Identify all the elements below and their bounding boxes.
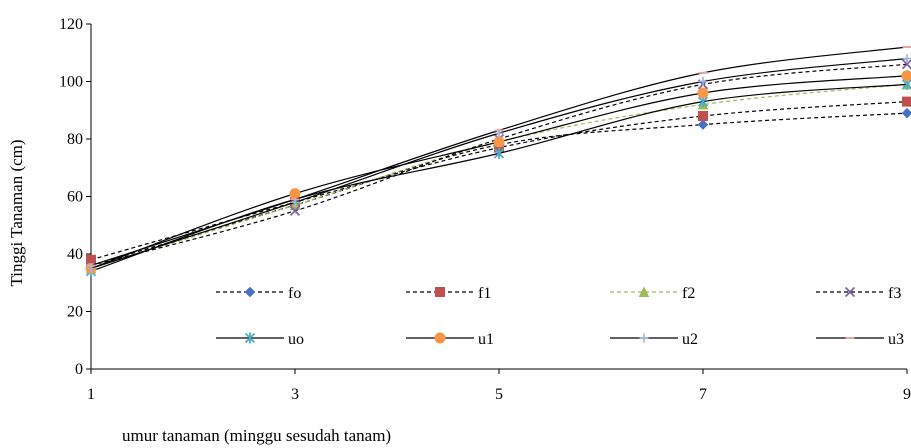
series-f1 (86, 96, 911, 265)
legend-item-f3: f3 (816, 285, 901, 302)
data-point-u2-7 (698, 77, 708, 86)
data-point-f1-7 (698, 111, 708, 121)
legend-label: u2 (682, 331, 698, 348)
y-tick-label: 80 (67, 131, 83, 148)
data-point-u1-5 (493, 136, 505, 148)
series-line-u1 (90, 75, 908, 269)
series-line-f1 (90, 101, 908, 261)
legend-label: uo (288, 331, 304, 348)
legend-label: f1 (478, 285, 491, 302)
x-axis-title: umur tanaman (minggu sesudah tanam) (122, 426, 391, 445)
legend-label: u3 (888, 331, 904, 348)
series-line-fo (90, 112, 908, 267)
data-point-f1-9 (902, 96, 911, 107)
legend-item-u3: u3 (816, 331, 904, 348)
series-line-uo (90, 83, 908, 272)
legend-label: f3 (888, 285, 901, 302)
x-tick-label: 1 (87, 386, 95, 403)
series-line-f3 (90, 63, 908, 267)
y-axis-ticks: 0 20 40 60 80 100 120 (59, 16, 91, 378)
series-group (85, 46, 911, 277)
series-line-f2 (90, 83, 908, 269)
legend-label: f2 (682, 285, 695, 302)
y-tick-label: 60 (67, 189, 83, 206)
legend-item-f2: f2 (610, 285, 695, 302)
y-axis-title: Tinggi Tanaman (cm) (7, 139, 26, 286)
data-point-fo-9 (901, 107, 911, 119)
legend-marker (639, 333, 649, 343)
x-tick-label: 3 (291, 386, 299, 403)
legend-item-f1: f1 (406, 285, 491, 302)
data-point-u2-9 (902, 54, 911, 63)
y-tick-label: 100 (59, 74, 83, 91)
legend-marker (638, 286, 650, 297)
legend: fo f1 f2 f3 uo u1 u2 u3 (216, 285, 904, 348)
x-tick-label: 7 (699, 386, 707, 403)
series-u2 (86, 54, 911, 273)
data-point-u1-3 (289, 188, 301, 200)
y-tick-label: 40 (67, 246, 83, 263)
y-tick-label: 120 (59, 16, 83, 33)
legend-marker (434, 332, 446, 344)
x-tick-label: 5 (495, 386, 503, 403)
legend-label: fo (288, 285, 301, 302)
data-point-u1-7 (697, 87, 709, 99)
legend-label: u1 (478, 331, 494, 348)
legend-marker (244, 286, 256, 298)
series-u1 (85, 70, 911, 274)
legend-marker (844, 286, 856, 298)
series-line-u2 (90, 57, 908, 269)
data-point-fo-7 (697, 119, 709, 130)
series-u3 (86, 46, 911, 267)
y-tick-label: 0 (75, 361, 83, 378)
legend-item-u2: u2 (610, 331, 698, 348)
legend-item-fo: fo (216, 285, 301, 302)
series-f3 (85, 59, 911, 271)
legend-marker (435, 287, 445, 297)
data-point-uo-5 (493, 147, 505, 159)
y-tick-label: 20 (67, 304, 83, 321)
data-point-f3-3 (289, 205, 301, 217)
legend-item-uo: uo (216, 331, 304, 348)
data-point-u1-9 (901, 70, 911, 82)
legend-marker (244, 332, 256, 344)
x-axis-ticks: 1 3 5 7 9 (87, 369, 911, 403)
legend-item-u1: u1 (406, 331, 494, 348)
x-tick-label: 9 (903, 386, 911, 403)
data-point-f3-9 (901, 59, 911, 70)
